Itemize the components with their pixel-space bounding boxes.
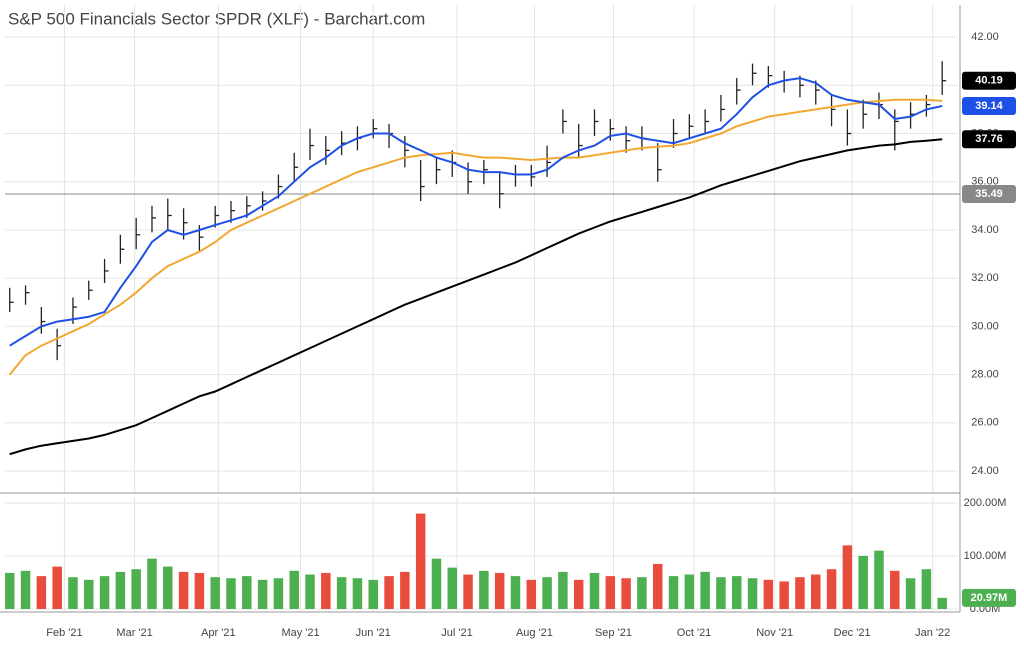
y-tick-label: 100.00M [964, 550, 1007, 562]
y-tick-label: 28.00 [971, 369, 999, 381]
volume-bar [510, 576, 521, 609]
reference-box [962, 185, 1016, 204]
volume-bar [700, 571, 710, 609]
price-marker [962, 588, 1016, 607]
x-tick-label: Nov '21 [756, 627, 793, 639]
volume-bar [115, 571, 126, 609]
volume-bar [874, 550, 884, 609]
x-tick-label: Dec '21 [834, 627, 871, 639]
volume-bar [384, 576, 394, 609]
x-tick-label: May '21 [281, 627, 319, 639]
volume-bar [5, 572, 15, 609]
y-tick-label: 26.00 [971, 417, 999, 429]
volume-bar [257, 579, 268, 609]
x-tick-label: Apr '21 [201, 627, 236, 639]
x-tick-label: Jul '21 [441, 627, 472, 639]
volume-bar [352, 578, 363, 609]
price-marker-label: 40.19 [975, 75, 1003, 87]
x-tick-label: Oct '21 [677, 627, 712, 639]
y-tick-label: 200.00M [964, 497, 1007, 509]
volume-bar [921, 569, 932, 609]
volume-bar [890, 570, 900, 609]
volume-bar [763, 579, 774, 609]
volume-bar [779, 581, 789, 609]
x-tick-label: Sep '21 [595, 627, 632, 639]
volume-bar [52, 566, 62, 609]
volume-bar [637, 577, 647, 609]
volume-bar [210, 577, 220, 609]
volume-bar [147, 558, 157, 609]
volume-bar [858, 555, 868, 609]
moving-average [9, 77, 943, 347]
volume-bar [494, 572, 505, 609]
price-marker [962, 71, 1016, 90]
volume-bar [163, 566, 173, 609]
y-tick-label: 30.00 [971, 320, 999, 332]
volume-bar [400, 571, 410, 609]
volume-bar [447, 567, 458, 609]
volume-bar [194, 572, 205, 609]
volume-bar [621, 578, 631, 609]
volume-bar [937, 597, 947, 609]
volume-bar [558, 571, 568, 609]
volume-bar [226, 578, 236, 609]
y-tick-label: 24.00 [971, 465, 999, 477]
volume-bar [289, 570, 299, 609]
x-tick-label: Jan '22 [915, 627, 950, 639]
volume-bar [684, 574, 695, 609]
x-tick-label: Mar '21 [116, 627, 152, 639]
moving-average [8, 98, 943, 376]
volume-bar [605, 576, 616, 609]
chart-title: S&P 500 Financials Sector SPDR (XLF) - B… [8, 9, 425, 28]
volume-bar [542, 577, 552, 609]
volume-bar [431, 558, 442, 609]
volume-bar [84, 579, 94, 609]
volume-bar [463, 574, 473, 609]
volume-bar [336, 577, 347, 609]
moving-average [9, 138, 943, 456]
volume-bar [178, 571, 189, 609]
volume-bar [368, 579, 378, 609]
volume-bar [99, 576, 110, 609]
volume-bar [905, 578, 916, 609]
y-tick-label: 34.00 [971, 224, 999, 236]
price-marker-label: 20.97M [971, 592, 1008, 604]
y-tick-label: 42.00 [971, 31, 999, 43]
price-marker [962, 97, 1016, 116]
volume-bar [479, 570, 489, 609]
volume-bar [305, 574, 315, 609]
x-tick-label: Aug '21 [516, 627, 553, 639]
volume-bar [795, 577, 805, 609]
volume-bar [68, 577, 78, 609]
price-marker-label: 37.76 [975, 133, 1003, 145]
volume-bar [321, 572, 331, 609]
x-tick-label: Jun '21 [356, 627, 391, 639]
y-tick-label: 32.00 [971, 272, 999, 284]
volume-bar [589, 572, 600, 609]
volume-bar [842, 545, 853, 609]
y-tick-label: 36.00 [971, 176, 999, 188]
volume-bar [36, 576, 47, 609]
volume-bar [526, 579, 537, 609]
volume-bar [242, 576, 252, 609]
volume-bar [273, 578, 284, 609]
volume-bar [131, 569, 141, 609]
reference-label: 35.49 [975, 188, 1003, 200]
volume-bar [652, 563, 663, 609]
volume-bar [668, 576, 679, 609]
volume-bar [573, 579, 584, 609]
volume-bar [811, 574, 821, 609]
volume-bar [20, 570, 31, 609]
volume-bar [826, 569, 837, 609]
volume-bar [731, 576, 742, 609]
price-marker-label: 39.14 [975, 100, 1003, 112]
volume-bar [415, 513, 426, 609]
price-marker [962, 130, 1016, 149]
volume-bar [747, 578, 758, 609]
x-tick-label: Feb '21 [46, 627, 82, 639]
volume-bar [716, 577, 726, 609]
